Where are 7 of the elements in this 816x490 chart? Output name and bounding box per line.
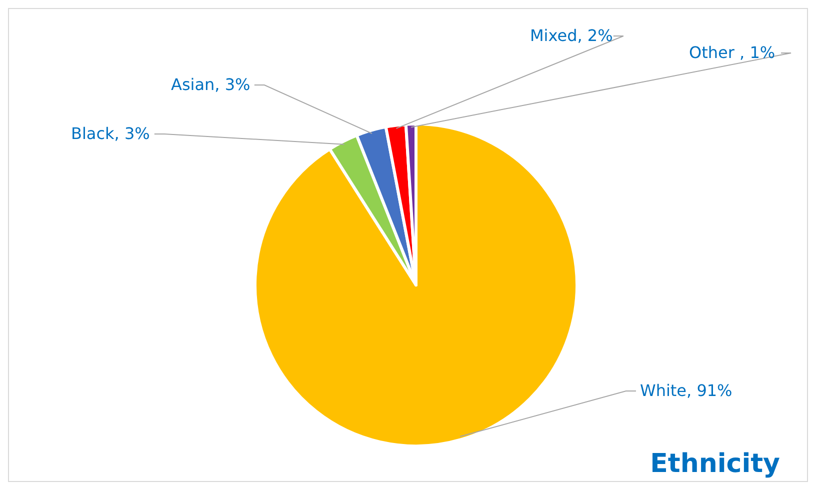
pie-slice (254, 122, 578, 448)
slice-label: Asian, 3% (171, 75, 250, 94)
slice-label: Mixed, 2% (530, 26, 613, 45)
slice-label: Other , 1% (689, 43, 776, 62)
slice-label: Black, 3% (71, 124, 150, 143)
text: Ethnicity (650, 449, 780, 479)
slice-label: White, 91% (640, 381, 732, 400)
